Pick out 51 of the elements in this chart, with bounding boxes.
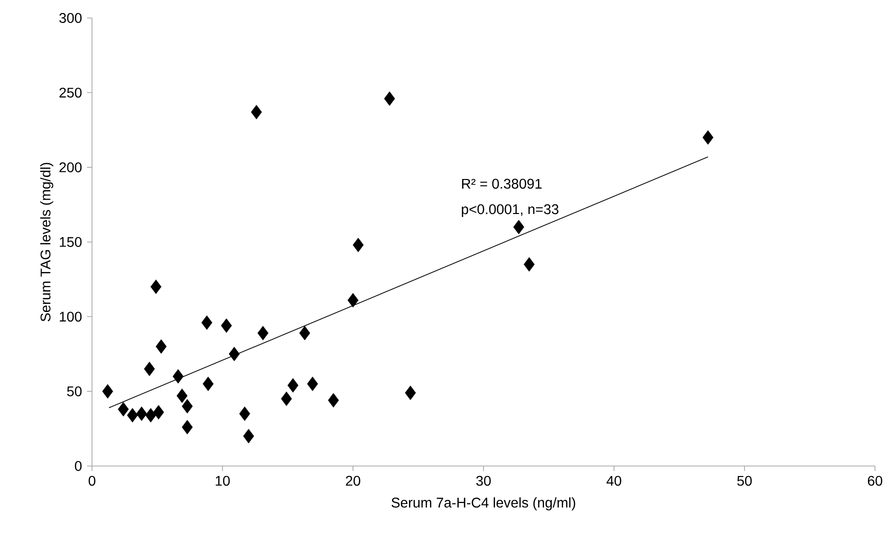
x-tick-label: 0 [88,476,96,486]
annotation: R² = 0.38091 [462,178,542,189]
point [202,376,214,392]
point [118,402,129,416]
point [127,408,138,422]
y-tick-label: 150 [60,237,82,247]
y-axis-title: Serum TAG levels (mg/dl) [40,162,54,322]
point [220,318,232,333]
point [307,376,318,392]
point [201,315,212,330]
x-tick-label: 50 [737,476,752,486]
point [102,384,114,399]
point [243,428,254,444]
y-tick-label: 50 [67,386,82,396]
point [281,392,292,406]
point [182,399,193,414]
point [136,406,148,421]
x-tick-label: 10 [216,476,230,486]
x-tick-label: 20 [346,476,360,486]
point [384,91,395,106]
point [172,369,184,384]
point [513,220,524,234]
y-tick-label: 250 [59,88,82,98]
point [524,257,535,272]
point [228,346,240,362]
point [182,420,193,434]
point [328,393,339,408]
point [348,293,358,308]
x-axis-title: Serum 7a-H-C4 levels (ng/ml) [392,497,576,510]
y-tick-label: 300 [59,13,82,23]
annotation: p<0.0001, n=33 [462,204,558,217]
x-tick-label: 60 [868,476,882,486]
point [702,130,714,145]
point [153,405,164,420]
y-tick-label: 200 [59,162,82,172]
point [352,238,364,252]
point [144,362,155,376]
x-tick-label: 30 [476,476,491,486]
y-tick-label: 100 [60,312,82,322]
y-tick-label: 0 [74,461,82,471]
point [239,406,250,421]
point [404,386,416,400]
point [156,339,167,354]
point [150,280,162,294]
x-tick-label: 40 [606,476,622,486]
point [299,326,310,340]
point [176,388,188,404]
point [258,326,268,340]
point [250,104,262,120]
point [288,378,298,393]
point [145,408,156,422]
